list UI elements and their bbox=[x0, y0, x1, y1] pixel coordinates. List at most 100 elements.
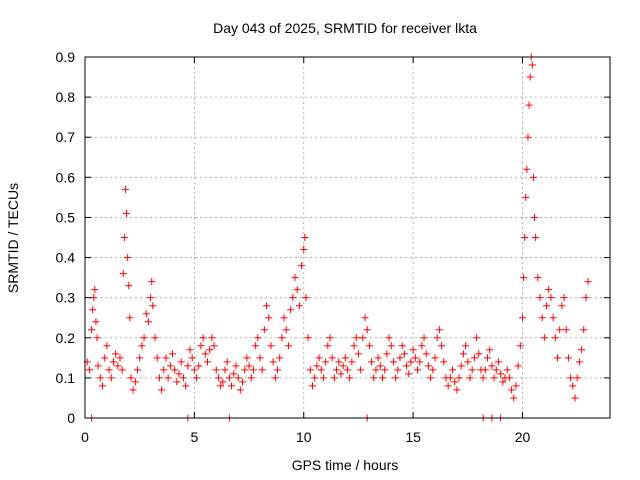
data-point bbox=[153, 354, 161, 362]
data-point bbox=[503, 366, 511, 374]
data-point bbox=[389, 358, 397, 366]
data-point bbox=[282, 326, 290, 334]
data-point bbox=[392, 374, 400, 382]
data-point bbox=[582, 294, 590, 302]
x-tick-label: 20 bbox=[515, 429, 531, 445]
data-point bbox=[249, 366, 257, 374]
data-point bbox=[99, 382, 106, 390]
data-point bbox=[522, 193, 530, 201]
y-tick-label: 0.2 bbox=[56, 330, 76, 346]
data-point bbox=[291, 274, 299, 282]
data-point bbox=[149, 302, 157, 310]
data-point bbox=[569, 382, 577, 390]
data-point bbox=[536, 294, 544, 302]
data-point bbox=[346, 374, 354, 382]
data-point bbox=[354, 350, 362, 358]
data-point bbox=[151, 334, 159, 342]
y-tick-label: 0.7 bbox=[56, 129, 76, 145]
data-point bbox=[564, 354, 572, 362]
data-point bbox=[171, 366, 179, 374]
data-point bbox=[280, 314, 288, 322]
data-point bbox=[462, 342, 470, 350]
data-point bbox=[193, 374, 201, 382]
data-point bbox=[486, 346, 494, 354]
data-point bbox=[524, 133, 532, 141]
data-point bbox=[228, 382, 236, 390]
y-tick-label: 0.5 bbox=[56, 209, 76, 225]
data-point bbox=[368, 358, 376, 366]
data-point bbox=[186, 346, 194, 354]
data-point bbox=[234, 374, 242, 382]
data-point bbox=[449, 366, 456, 374]
data-point bbox=[571, 394, 579, 402]
data-point bbox=[416, 358, 424, 366]
plot-frame bbox=[84, 56, 611, 419]
data-point bbox=[217, 382, 225, 390]
data-point bbox=[492, 366, 500, 374]
data-point bbox=[112, 350, 120, 358]
data-point bbox=[184, 362, 192, 370]
data-point bbox=[543, 302, 551, 310]
data-point bbox=[374, 354, 382, 362]
data-point bbox=[540, 334, 548, 342]
data-point bbox=[494, 358, 502, 366]
data-point bbox=[101, 354, 109, 362]
data-point bbox=[258, 366, 266, 374]
data-point bbox=[381, 366, 389, 374]
chart-title: Day 043 of 2025, SRMTID for receiver lkt… bbox=[213, 20, 477, 36]
data-point bbox=[162, 354, 170, 362]
data-point bbox=[333, 366, 341, 374]
data-point bbox=[398, 342, 406, 350]
data-point bbox=[519, 314, 526, 322]
data-point bbox=[223, 358, 231, 366]
data-point bbox=[420, 334, 428, 342]
data-point bbox=[313, 362, 321, 370]
data-point bbox=[195, 362, 203, 370]
data-point bbox=[387, 342, 395, 350]
x-tick-label: 10 bbox=[296, 429, 312, 445]
data-point bbox=[405, 370, 413, 378]
data-point bbox=[208, 334, 216, 342]
data-point bbox=[245, 362, 253, 370]
data-point bbox=[306, 366, 314, 374]
data-point bbox=[523, 165, 531, 173]
data-point bbox=[400, 350, 408, 358]
data-point bbox=[562, 326, 570, 334]
data-point bbox=[339, 362, 347, 370]
data-point bbox=[560, 294, 568, 302]
data-point bbox=[293, 286, 301, 294]
data-point bbox=[276, 354, 284, 362]
axis-ticks: 0 0.1 0.2 0.3 0.4 0.5 0.6 0.7 0.8 0.9 0 5 10 15 20 bbox=[56, 49, 610, 445]
data-point bbox=[433, 334, 441, 342]
data-point bbox=[295, 302, 303, 310]
data-point bbox=[252, 342, 260, 350]
data-point bbox=[435, 326, 443, 334]
data-point bbox=[118, 366, 126, 374]
data-point bbox=[129, 386, 137, 394]
data-point bbox=[123, 209, 131, 217]
data-point bbox=[510, 394, 518, 402]
x-axis-label: GPS time / hours bbox=[292, 457, 399, 473]
data-point bbox=[120, 234, 128, 241]
data-point bbox=[324, 342, 332, 350]
data-point bbox=[549, 314, 557, 322]
data-point bbox=[247, 374, 255, 382]
data-point bbox=[311, 374, 319, 382]
data-point bbox=[219, 378, 227, 386]
data-point bbox=[125, 282, 133, 290]
data-point bbox=[446, 374, 454, 382]
data-point bbox=[409, 346, 417, 354]
data-point bbox=[521, 234, 529, 241]
data-point bbox=[363, 326, 371, 334]
data-point bbox=[243, 354, 251, 362]
data-point bbox=[418, 342, 426, 350]
data-point bbox=[440, 358, 448, 366]
data-point bbox=[241, 366, 249, 374]
data-point bbox=[188, 354, 196, 362]
data-point bbox=[547, 294, 555, 302]
data-point bbox=[473, 334, 481, 342]
data-point bbox=[274, 366, 281, 374]
data-point bbox=[414, 366, 421, 374]
data-point bbox=[490, 374, 498, 382]
data-point bbox=[173, 378, 181, 386]
